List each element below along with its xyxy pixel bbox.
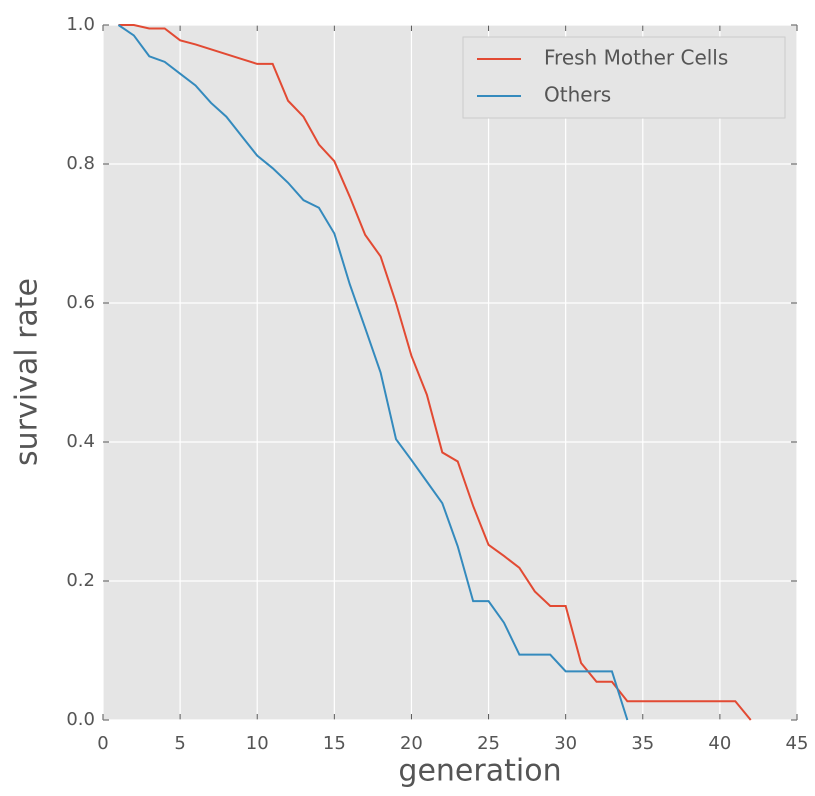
y-tick-label: 0.4 <box>66 431 95 452</box>
x-tick-label: 15 <box>323 733 346 754</box>
x-tick-label: 5 <box>174 733 185 754</box>
y-tick-label: 0.8 <box>66 153 95 174</box>
x-tick-label: 0 <box>97 733 108 754</box>
y-tick-label: 0.0 <box>66 709 95 730</box>
x-axis-label: generation <box>398 754 561 789</box>
x-tick-label: 10 <box>246 733 269 754</box>
plot-area <box>103 25 797 720</box>
legend-label: Fresh Mother Cells <box>544 46 728 70</box>
series-line <box>117 24 629 721</box>
x-tick-label: 30 <box>554 733 577 754</box>
y-tick-label: 1.0 <box>66 14 95 35</box>
x-tick-label: 25 <box>477 733 500 754</box>
legend-label: Others <box>544 83 611 107</box>
x-tick-label: 20 <box>400 733 423 754</box>
y-tick-label: 0.2 <box>66 570 95 591</box>
y-axis-label: survival rate <box>10 278 45 466</box>
series-line <box>118 24 752 721</box>
x-tick-label: 40 <box>708 733 731 754</box>
x-tick-label: 45 <box>786 733 809 754</box>
y-tick-label: 0.6 <box>66 292 95 313</box>
legend-box <box>462 36 786 119</box>
x-tick-label: 35 <box>631 733 654 754</box>
